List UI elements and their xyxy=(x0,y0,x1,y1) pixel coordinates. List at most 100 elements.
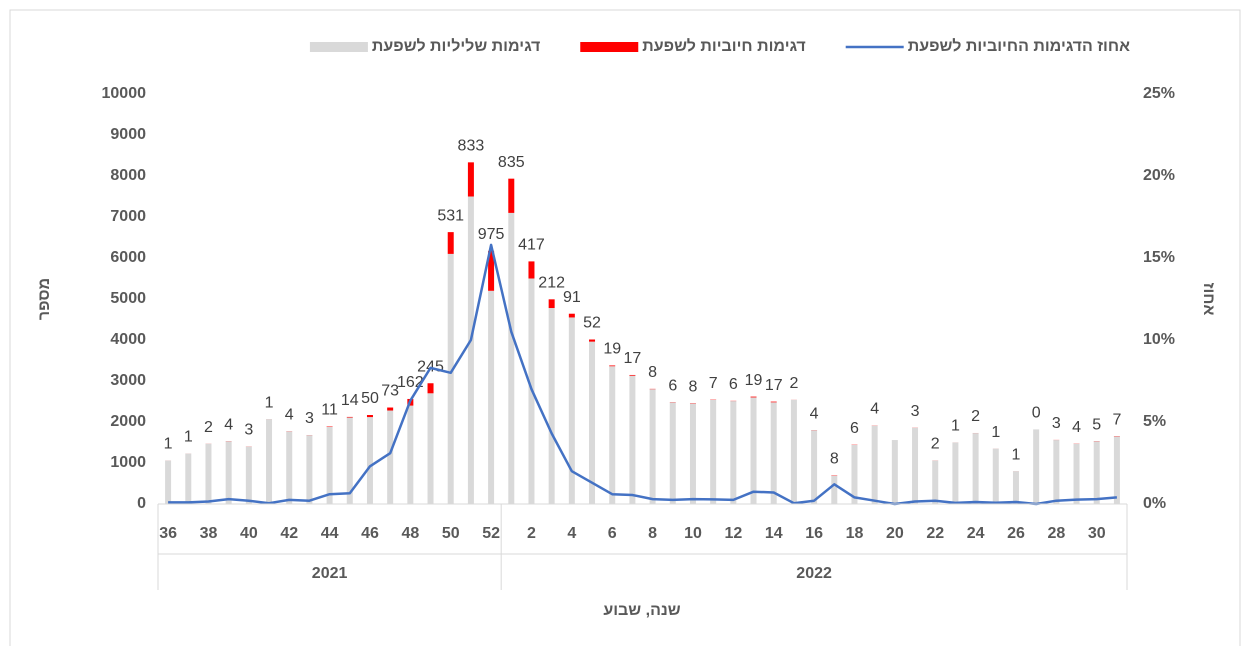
bar-segment xyxy=(185,453,192,504)
data-label: 17 xyxy=(765,377,783,394)
data-label: 6 xyxy=(850,420,859,437)
bar-segment xyxy=(205,443,212,504)
bar-segment xyxy=(750,396,757,398)
data-label: 1 xyxy=(1012,446,1021,463)
data-label: 1 xyxy=(265,394,274,411)
x-tick-label: 16 xyxy=(805,525,823,542)
legend-label: דגימות חיוביות לשפעת xyxy=(642,37,805,55)
y-tick-label: 0 xyxy=(137,495,146,512)
data-label: 417 xyxy=(518,237,545,254)
bar-segment xyxy=(1113,436,1120,504)
data-label: 50 xyxy=(361,390,379,407)
data-label: 11 xyxy=(321,402,338,419)
data-label: 833 xyxy=(458,138,485,155)
bar-segment xyxy=(286,431,293,504)
legend-label: דגימות שליליות לשפעת xyxy=(372,37,540,55)
bar-segment xyxy=(488,290,495,504)
bar-segment xyxy=(447,232,454,254)
bar-segment xyxy=(589,341,596,504)
bar-segment xyxy=(912,427,919,504)
x-tick-label: 48 xyxy=(401,525,419,542)
data-label: 1 xyxy=(164,436,173,453)
data-label: 2 xyxy=(204,419,213,436)
data-label: 19 xyxy=(745,372,763,389)
y-tick-label: 8000 xyxy=(110,167,146,184)
data-label: 4 xyxy=(1072,419,1081,436)
bar-segment xyxy=(245,446,252,504)
bar-segment xyxy=(225,441,232,504)
data-label: 14 xyxy=(341,392,359,409)
y2-tick-label: 15% xyxy=(1143,249,1175,266)
bar-segment xyxy=(346,417,353,504)
data-label: 17 xyxy=(624,350,642,367)
bar-segment xyxy=(387,410,394,504)
x-tick-label: 10 xyxy=(684,525,702,542)
data-label: 531 xyxy=(437,207,464,224)
x-tick-label: 38 xyxy=(200,525,218,542)
bar-segment xyxy=(589,339,596,342)
data-label: 1 xyxy=(184,429,193,446)
bar-segment xyxy=(851,444,858,504)
data-label: 7 xyxy=(1112,411,1121,428)
x-tick-label: 44 xyxy=(321,525,339,542)
data-label: 2 xyxy=(971,408,980,425)
bar-segment xyxy=(467,162,474,197)
bar-segment xyxy=(649,389,656,504)
x-tick-label: 50 xyxy=(442,525,460,542)
bar-segment xyxy=(548,308,555,504)
legend-swatch xyxy=(580,42,639,52)
bar-segment xyxy=(447,253,454,504)
bar-segment xyxy=(165,460,172,504)
x-tick-label: 30 xyxy=(1088,525,1106,542)
bar-segment xyxy=(790,399,797,504)
data-label: 19 xyxy=(603,341,621,358)
data-label: 8 xyxy=(689,378,698,395)
bar-segment xyxy=(1012,471,1019,504)
bar-segment xyxy=(427,393,434,504)
data-label: 4 xyxy=(285,406,294,423)
bar-segment xyxy=(952,442,959,504)
data-label: 1 xyxy=(991,424,1000,441)
x-tick-label: 26 xyxy=(1007,525,1025,542)
bar-segment xyxy=(730,401,737,504)
bar-segment xyxy=(528,261,535,279)
bar-segment xyxy=(508,212,515,504)
data-label: 4 xyxy=(224,416,233,433)
data-label: 0 xyxy=(1032,405,1041,422)
group-label: 2021 xyxy=(312,565,348,582)
x-tick-label: 14 xyxy=(765,525,783,542)
bar-segment xyxy=(548,299,555,309)
group-label: 2022 xyxy=(796,565,832,582)
x-tick-label: 2 xyxy=(527,525,536,542)
data-label: 7 xyxy=(709,375,718,392)
bar-segment xyxy=(1033,429,1040,504)
y-tick-label: 3000 xyxy=(110,372,146,389)
y2-tick-label: 0% xyxy=(1143,495,1166,512)
x-tick-label: 22 xyxy=(926,525,944,542)
bar-segment xyxy=(387,407,394,411)
bar-segment xyxy=(689,403,696,504)
y-tick-label: 10000 xyxy=(102,85,147,102)
x-tick-label: 36 xyxy=(159,525,177,542)
bar-segment xyxy=(326,426,333,504)
line-series xyxy=(168,243,1118,506)
data-label: 2 xyxy=(789,375,798,392)
y-tick-label: 4000 xyxy=(110,331,146,348)
y-tick-label: 5000 xyxy=(110,290,146,307)
bar-segment xyxy=(710,399,717,504)
data-label: 212 xyxy=(538,275,565,292)
data-label: 162 xyxy=(397,374,424,391)
bar-segment xyxy=(1053,440,1060,504)
x-tick-label: 6 xyxy=(608,525,617,542)
bar-segment xyxy=(266,419,273,504)
x-axis-title: שנה, שבוע xyxy=(603,602,680,619)
x-tick-label: 24 xyxy=(967,525,985,542)
bar-segment xyxy=(750,397,757,504)
data-label: 52 xyxy=(583,315,601,332)
bar-segment xyxy=(891,440,898,504)
bar-segment xyxy=(346,416,353,418)
bar-segment xyxy=(366,415,373,418)
x-tick-label: 8 xyxy=(648,525,657,542)
bar-segment xyxy=(1093,441,1100,504)
